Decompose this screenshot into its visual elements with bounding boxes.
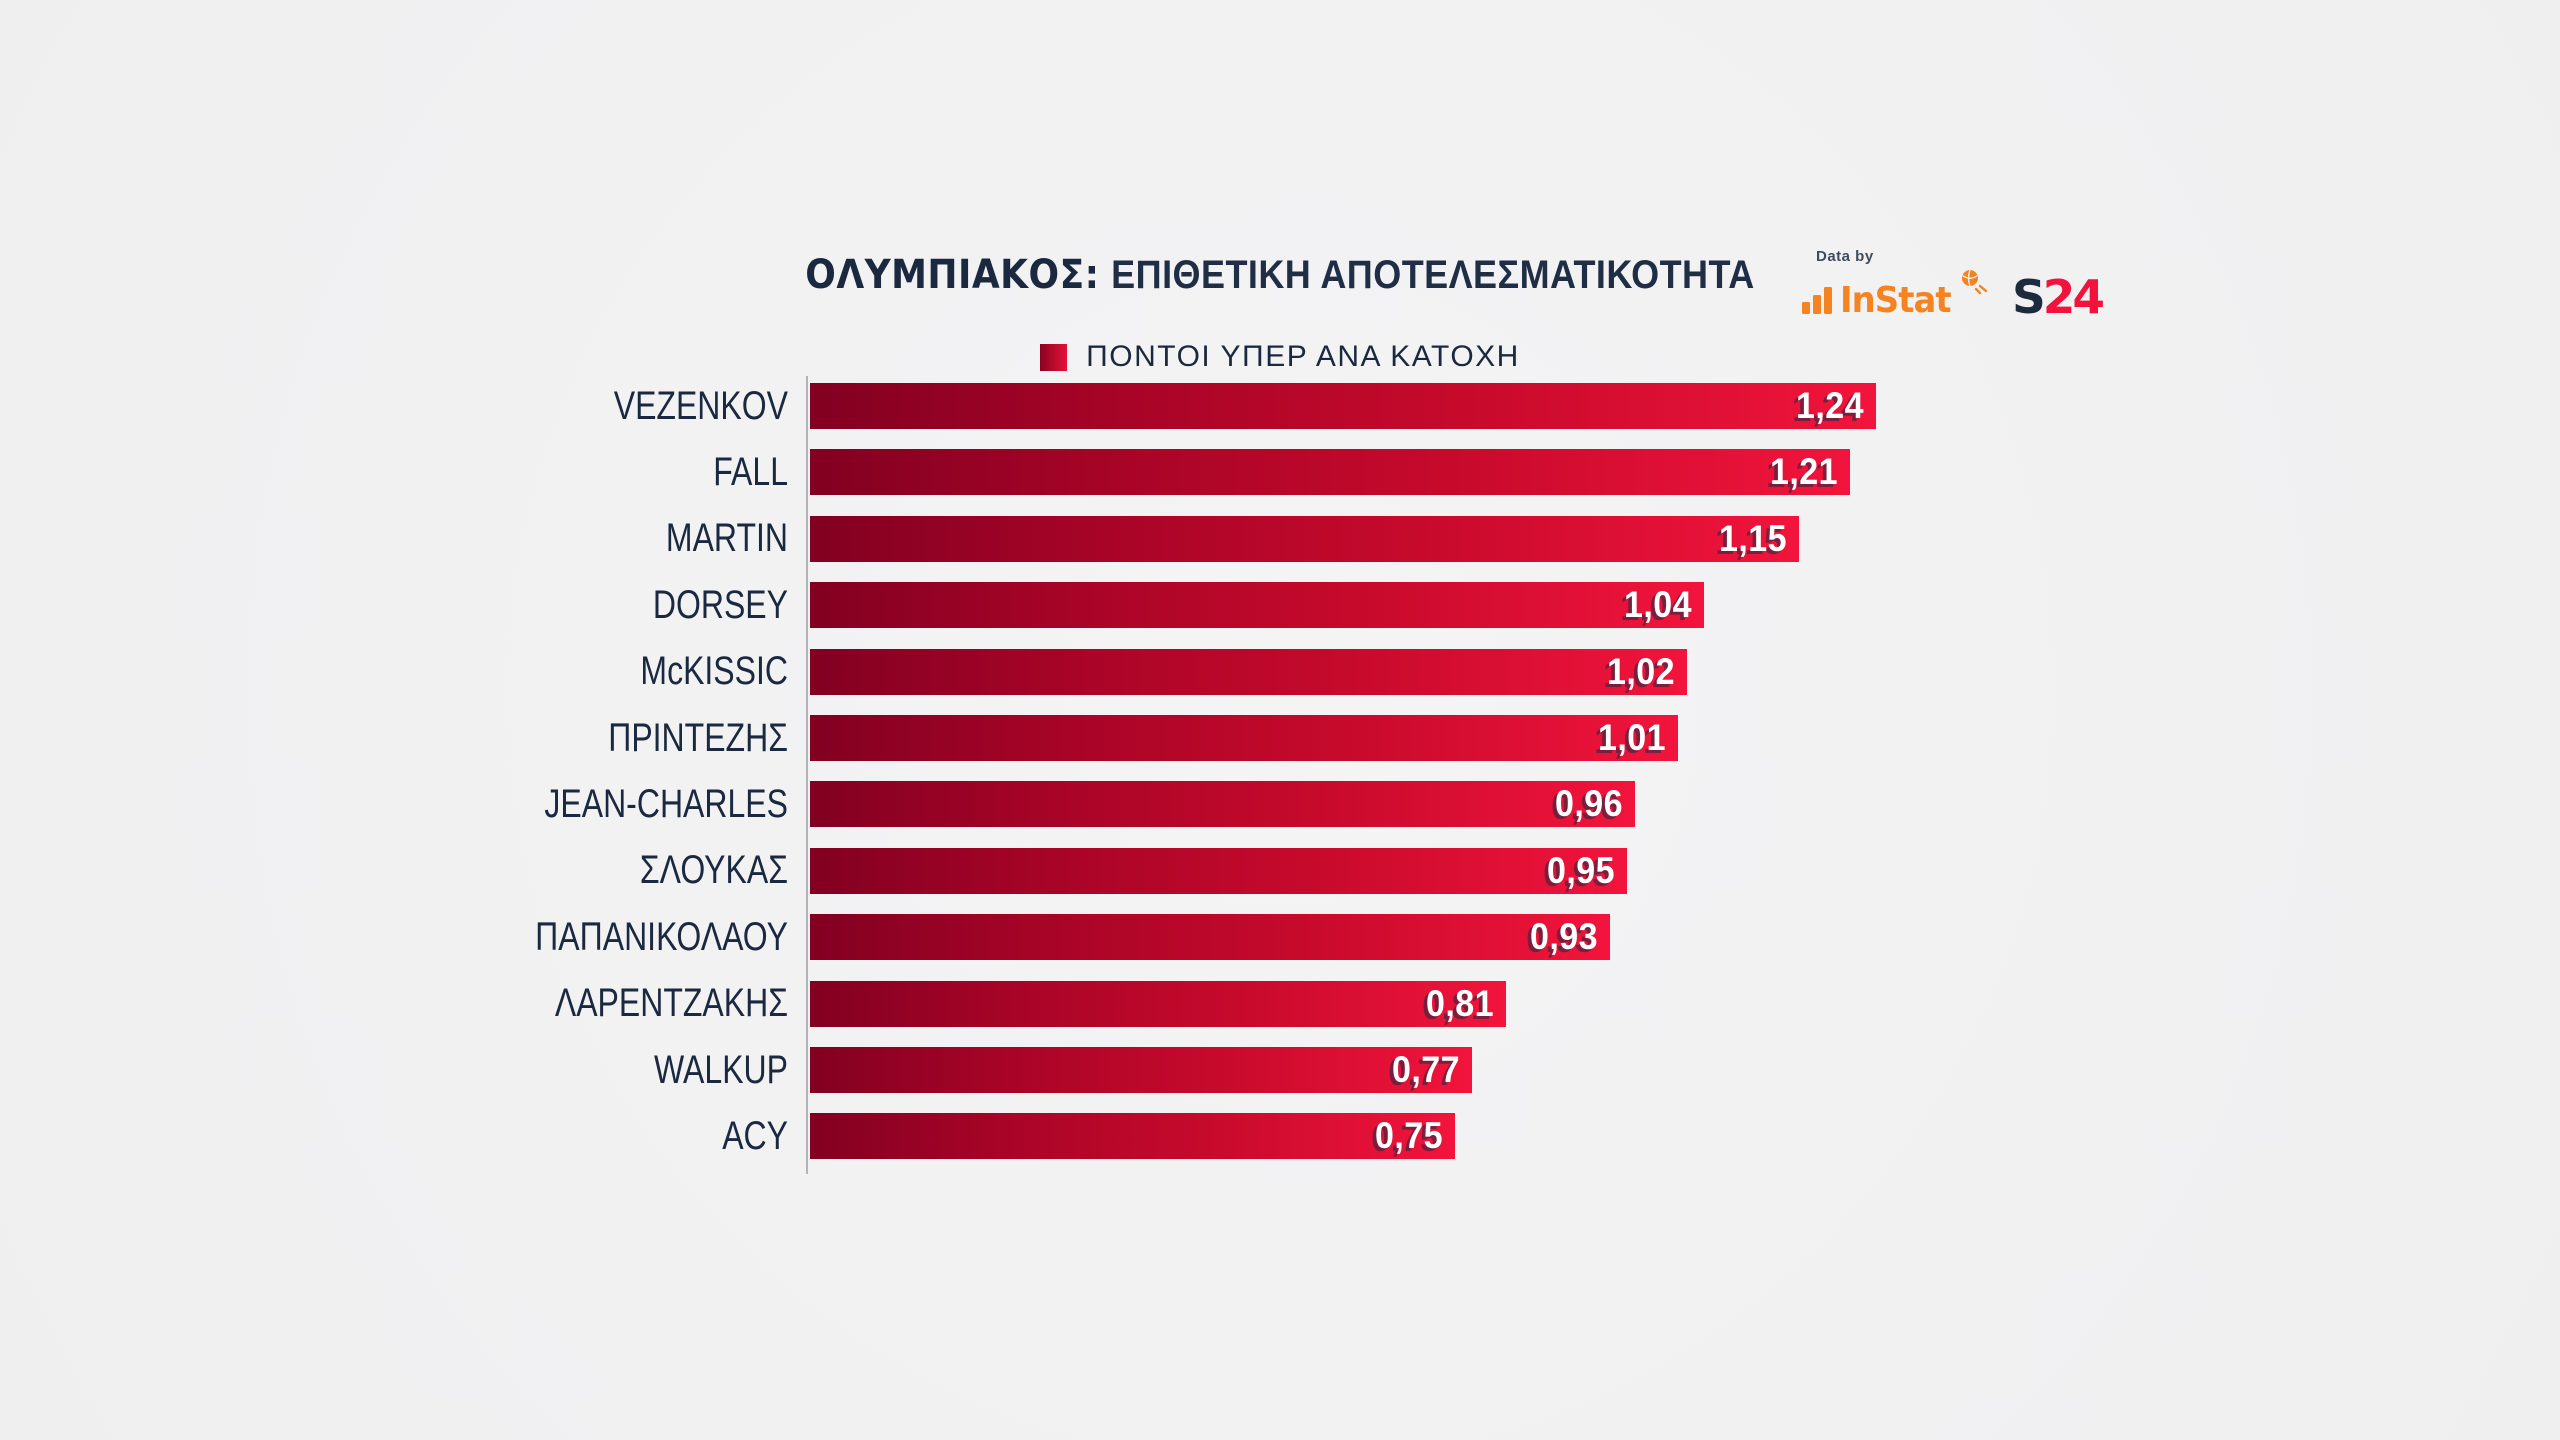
player-label: DORSEY <box>652 582 788 627</box>
bar-value-label: 1,04 <box>1623 584 1693 626</box>
bar-row: ACY 0,75 <box>0 1113 2560 1160</box>
bar-value-label: 0,95 <box>1546 849 1616 891</box>
player-label: ΠΡΙΝΤΕΖΗΣ <box>608 715 788 760</box>
bar-row: WALKUP 0,77 <box>0 1047 2560 1093</box>
player-label: ΛΑΡΕΝΤΖΑΚΗΣ <box>554 981 788 1026</box>
bar: 1,15 <box>810 515 1799 562</box>
bar-row: ΛΑΡΕΝΤΖΑΚΗΣ 0,81 <box>0 980 2560 1027</box>
legend-color-swatch <box>1040 343 1068 371</box>
bar-value-label: 1,15 <box>1718 517 1788 559</box>
bar-row: ΠΡΙΝΤΕΖΗΣ 1,01 <box>0 715 2560 761</box>
bar: 0,77 <box>810 1047 1472 1093</box>
bar: 0,95 <box>810 847 1627 894</box>
bar-row: ΣΛΟΥΚΑΣ 0,95 <box>0 847 2560 894</box>
bar: 1,21 <box>810 449 1850 496</box>
player-label: ΣΛΟΥΚΑΣ <box>639 848 788 893</box>
instat-logo: Data by InStat <box>1802 248 1990 322</box>
bar: 1,02 <box>810 648 1687 695</box>
bar-value-label: 0,81 <box>1425 982 1495 1024</box>
bar-row: MARTIN 1,15 <box>0 515 2560 562</box>
bar: 0,96 <box>810 781 1635 828</box>
bar-row: McKISSIC 1,02 <box>0 648 2560 695</box>
player-label: WALKUP <box>654 1047 788 1092</box>
bar-row: DORSEY 1,04 <box>0 582 2560 629</box>
title-team-name: ΟΛΥΜΠΙΑΚΟΣ: <box>805 252 1100 298</box>
bar-value-label: 0,96 <box>1554 783 1624 825</box>
chart-legend: ΠΟΝΤΟΙ ΥΠΕΡ ΑΝΑ ΚΑΤΟΧΗ <box>0 340 2560 374</box>
bar: 0,75 <box>810 1113 1455 1160</box>
player-label: FALL <box>713 449 788 494</box>
s24-logo: S24 <box>2012 274 2105 320</box>
title-subject: ΕΠΙΘΕΤΙΚΗ ΑΠΟΤΕΛΕΣΜΑΤΙΚΟΤΗΤΑ <box>1111 253 1755 297</box>
brand-block: Data by InStat S24 <box>1802 248 2105 322</box>
bar-row: FALL 1,21 <box>0 449 2560 496</box>
bar-value-label: 1,02 <box>1606 650 1676 692</box>
player-label: ACY <box>722 1113 788 1158</box>
bar-value-label: 1,01 <box>1597 717 1667 758</box>
legend-label: ΠΟΝΤΟΙ ΥΠΕΡ ΑΝΑ ΚΑΤΟΧΗ <box>1086 340 1520 373</box>
bar: 1,04 <box>810 582 1704 629</box>
y-axis-line <box>806 376 808 1174</box>
bar-value-label: 1,24 <box>1795 385 1865 426</box>
page-title: ΟΛΥΜΠΙΑΚΟΣ: ΕΠΙΘΕΤΙΚΗ ΑΠΟΤΕΛΕΣΜΑΤΙΚΟΤΗΤΑ <box>128 252 2432 298</box>
bar-row: VEZENKOV 1,24 <box>0 383 2560 429</box>
bar-value-label: 0,93 <box>1529 916 1599 958</box>
s24-number: 24 <box>2042 270 2104 325</box>
bar: 0,93 <box>810 914 1610 961</box>
bar-chart-icon <box>1802 287 1832 314</box>
bar: 1,01 <box>810 715 1678 761</box>
player-label: VEZENKOV <box>613 383 788 428</box>
bar-value-label: 1,21 <box>1769 451 1839 493</box>
player-label: JEAN-CHARLES <box>544 781 788 826</box>
player-label: ΠΑΠΑΝΙΚΟΛΑΟΥ <box>535 914 788 959</box>
bar-value-label: 0,75 <box>1374 1115 1444 1157</box>
bar-chart: VEZENKOV 1,24 FALL 1,21 MARTIN 1,15 DORS… <box>0 376 2560 1183</box>
instat-wordmark: InStat <box>1840 280 1952 322</box>
data-by-label: Data by <box>1816 248 1874 265</box>
s24-letter-s: S <box>2011 270 2046 325</box>
bar-row: JEAN-CHARLES 0,96 <box>0 781 2560 828</box>
bar-row: ΠΑΠΑΝΙΚΟΛΑΟΥ 0,93 <box>0 914 2560 961</box>
bar: 1,24 <box>810 383 1876 429</box>
bar: 0,81 <box>810 980 1506 1027</box>
player-label: MARTIN <box>665 516 788 561</box>
player-label: McKISSIC <box>640 649 788 694</box>
basketball-icon <box>1961 269 1987 295</box>
bar-value-label: 0,77 <box>1391 1049 1461 1090</box>
